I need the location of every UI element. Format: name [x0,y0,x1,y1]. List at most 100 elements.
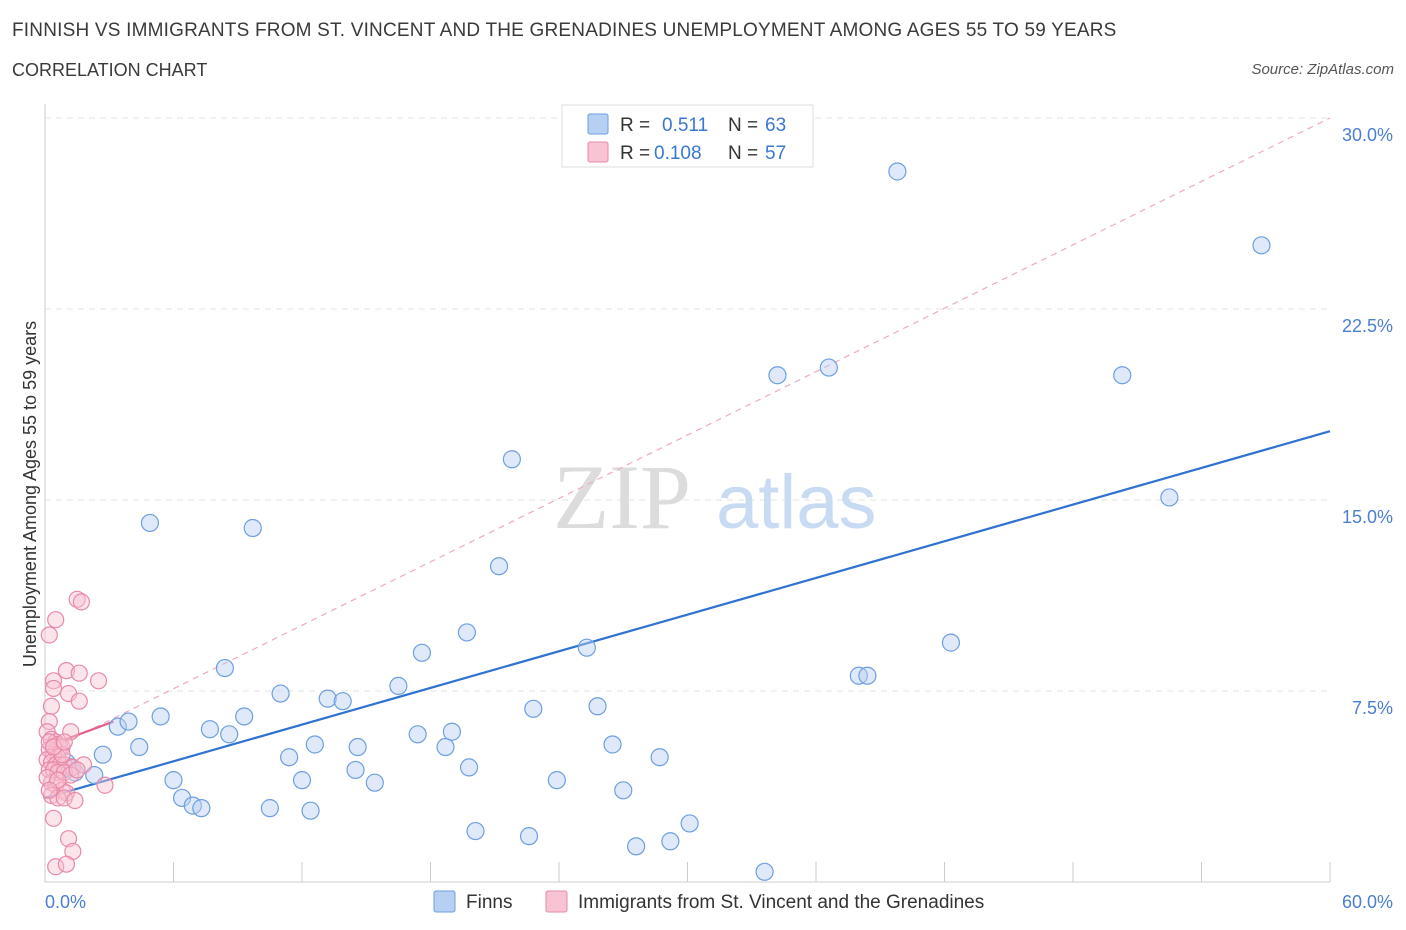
trend-line-immigrants-extension [44,117,1331,753]
point-finns-44 [292,771,312,790]
point-finns-39 [650,748,669,767]
point-finns-14 [941,633,961,652]
grid-lines [45,117,1330,692]
y-tick-labels: 30.0% 22.5% 15.0% 7.5% [1342,125,1393,718]
legend-r-value-1: 0.511 [662,115,708,136]
point-finns-6 [502,450,521,469]
point-finns-33 [305,735,324,754]
point-immigrants-53 [40,781,58,799]
point-finns-27 [200,720,220,739]
legend-n-value-1: 63 [765,115,786,136]
point-finns-35 [93,745,112,764]
legend-swatch-finns [587,113,609,135]
data-points [38,142,1271,881]
legend-r-label-2: R = [620,143,650,164]
point-immigrants-7 [44,679,63,698]
point-finns-2 [1252,236,1271,255]
watermark-atlas: atlas [716,460,877,545]
point-immigrants-10 [70,692,88,710]
point-immigrants-47 [47,858,65,876]
y-tick-label-2: 15.0% [1342,507,1393,527]
point-immigrants-56 [55,733,73,751]
bottom-legend-swatch-finns [433,890,456,913]
source-label: Source: ZipAtlas.com [1251,61,1394,78]
point-immigrants-45 [59,830,78,848]
legend-n-value-2: 57 [765,143,786,164]
point-finns-21 [389,676,408,696]
point-finns-17 [858,666,877,685]
point-finns-29 [220,725,239,744]
legend-n-label-1: N = [728,115,758,136]
point-finns-43 [164,771,183,790]
chart-subtitle: CORRELATION CHART [12,60,208,80]
bottom-legend-swatch-immigrants [545,890,568,913]
point-immigrants-43 [66,791,84,810]
point-finns-22 [524,699,543,718]
watermark: ZIP atlas [553,446,877,548]
point-finns-36 [130,737,149,757]
point-finns-56 [519,827,539,846]
point-immigrants-5 [70,664,88,682]
legend-r-label-1: R = [620,115,650,136]
point-finns-30 [408,725,427,744]
point-finns-28 [235,707,254,726]
point-finns-60 [755,862,774,881]
point-finns-19 [318,689,337,708]
correlation-legend: R = 0.511 N = 63 R = 0.108 N = 57 [561,104,814,168]
bottom-legend-finns: Finns [466,892,512,913]
point-finns-49 [614,781,633,800]
point-finns-37 [280,748,299,767]
point-finns-31 [436,737,455,757]
point-finns-8 [140,513,160,533]
point-finns-34 [348,737,367,757]
legend-n-label-2: N = [728,143,758,164]
point-finns-23 [588,697,607,716]
point-immigrants-8 [89,672,108,690]
x-tick-label-0: 0.0% [45,892,86,912]
point-finns-20 [333,692,352,711]
point-finns-57 [626,837,646,856]
chart-title: FINNISH VS IMMIGRANTS FROM ST. VINCENT A… [12,20,1117,41]
legend-r-value-2: 0.108 [654,143,702,164]
point-immigrants-14 [62,723,80,741]
point-finns-52 [192,799,211,818]
point-finns-7 [1160,488,1179,507]
point-immigrants-1 [72,593,91,611]
x-tick-labels: 0.0% 60.0% [45,892,1393,912]
point-immigrants-2 [47,611,65,629]
point-finns-47 [459,758,479,777]
point-finns-26 [119,712,138,731]
point-finns-5 [1113,366,1132,385]
y-tick-label-0: 30.0% [1342,125,1393,145]
point-finns-55 [466,821,485,841]
point-immigrants-3 [40,626,58,644]
watermark-zip: ZIP [553,446,691,548]
point-finns-9 [243,518,262,538]
point-immigrants-55 [44,738,63,756]
point-immigrants-4 [57,662,76,680]
bottom-legend-immigrants: Immigrants from St. Vincent and the Gren… [578,892,984,913]
point-immigrants-51 [38,768,56,787]
point-finns-18 [271,684,290,703]
point-finns-12 [412,643,432,662]
point-finns-45 [346,760,365,780]
y-tick-label-3: 7.5% [1352,698,1393,718]
trend-line-finns [44,430,1331,800]
point-finns-46 [365,773,384,792]
point-immigrants-54 [68,761,86,779]
point-immigrants-12 [40,712,58,731]
y-axis-label: Unemployment Among Ages 55 to 59 years [20,321,40,667]
point-finns-25 [151,707,170,726]
point-finns-15 [215,658,234,678]
point-immigrants-39 [96,776,114,794]
point-finns-1 [888,162,907,181]
point-immigrants-48 [57,855,76,873]
point-finns-24 [108,717,127,736]
point-finns-38 [603,735,622,754]
x-tick-label-1: 60.0% [1342,892,1393,912]
point-finns-59 [680,814,699,833]
point-finns-48 [547,771,566,790]
point-finns-42 [85,765,104,785]
point-finns-10 [489,557,509,576]
